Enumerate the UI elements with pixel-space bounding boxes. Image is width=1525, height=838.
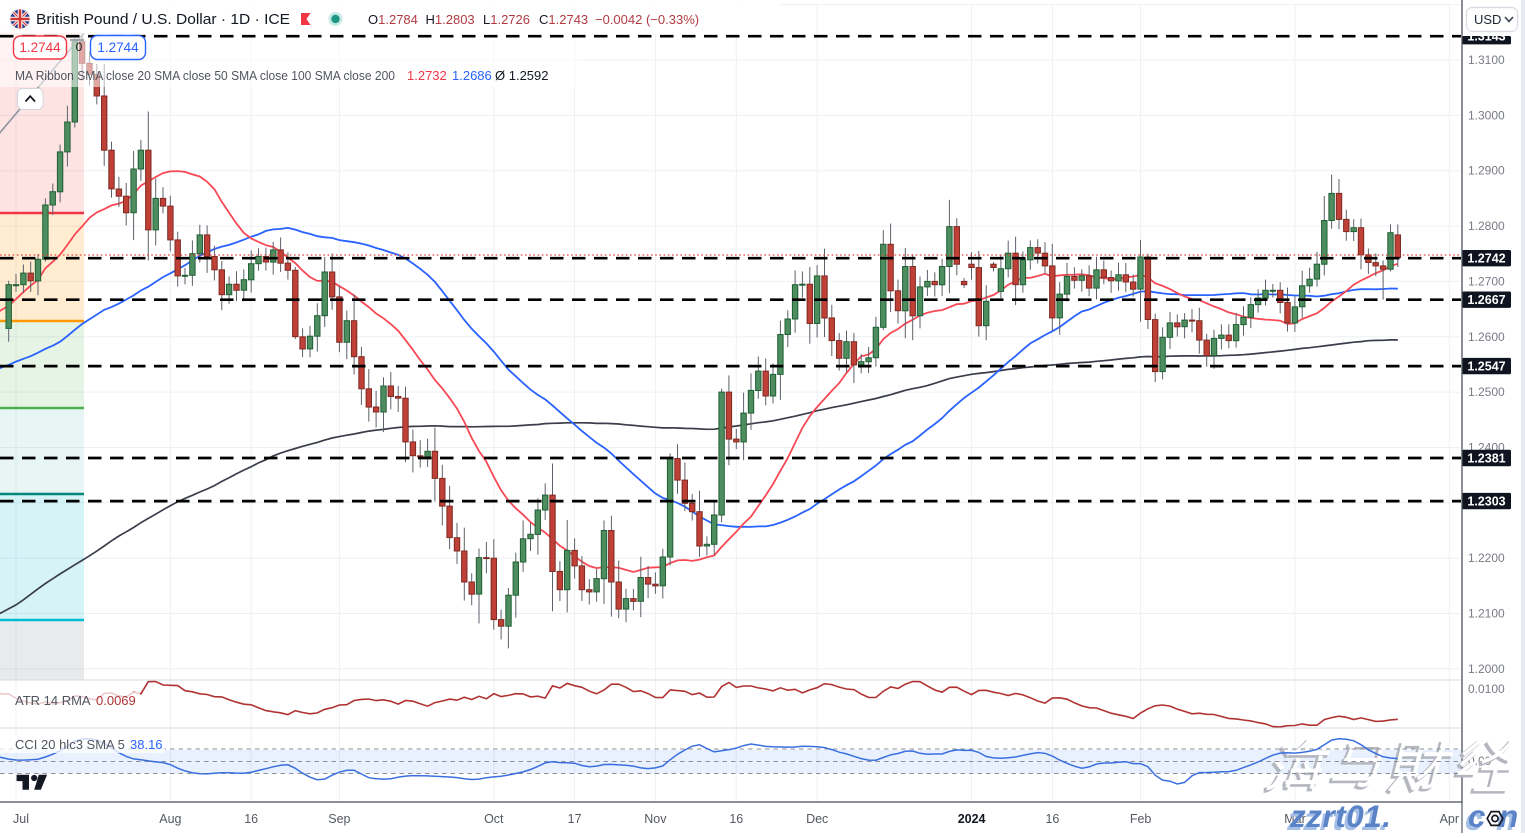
svg-text:Feb: Feb [1130, 812, 1152, 826]
svg-text:1.2800: 1.2800 [1468, 219, 1505, 233]
svg-text:USD: USD [1474, 12, 1501, 27]
svg-text:1.2700: 1.2700 [1468, 274, 1505, 288]
svg-text:ATR 14 RMA: ATR 14 RMA [15, 693, 91, 708]
svg-text:1.2600: 1.2600 [1468, 330, 1505, 344]
svg-text:0: 0 [76, 40, 83, 54]
svg-text:38.16: 38.16 [130, 737, 163, 752]
svg-text:1.3100: 1.3100 [1468, 53, 1505, 67]
svg-text:Oct: Oct [484, 812, 504, 826]
svg-text:zzrt01.: zzrt01. [1286, 801, 1389, 833]
svg-text:1.2900: 1.2900 [1468, 164, 1505, 178]
svg-text:n: n [1496, 801, 1516, 833]
svg-text:1.2742: 1.2742 [1467, 252, 1505, 266]
svg-text:1.2200: 1.2200 [1468, 551, 1505, 565]
svg-text:16: 16 [729, 812, 743, 826]
svg-text:1.2744: 1.2744 [19, 40, 61, 55]
svg-text:c: c [1468, 798, 1486, 833]
svg-text:n: n [1499, 798, 1519, 833]
svg-text:CCI 20 hlc3 SMA 5: CCI 20 hlc3 SMA 5 [15, 737, 125, 752]
svg-text:17: 17 [568, 812, 582, 826]
svg-text:Nov: Nov [644, 812, 667, 826]
svg-text:2024: 2024 [958, 812, 986, 826]
svg-text:0.00: 0.00 [1468, 754, 1492, 768]
svg-text:Mar: Mar [1284, 812, 1306, 826]
svg-text:1.2732: 1.2732 [407, 68, 447, 83]
svg-text:1.2303: 1.2303 [1467, 494, 1505, 508]
svg-text:16: 16 [1045, 812, 1059, 826]
svg-text:1.2100: 1.2100 [1468, 607, 1505, 621]
svg-text:Ø 1.2592: Ø 1.2592 [495, 68, 549, 83]
svg-text:0.0100: 0.0100 [1468, 682, 1505, 696]
svg-text:1.2500: 1.2500 [1468, 385, 1505, 399]
svg-text:0.0069: 0.0069 [96, 693, 136, 708]
svg-text:1.2667: 1.2667 [1467, 293, 1505, 307]
svg-text:British Pound / U.S. Dollar ·: British Pound / U.S. Dollar · 1D · ICE [36, 12, 290, 28]
svg-text:MA Ribbon SMA close 20 SMA clo: MA Ribbon SMA close 20 SMA close 50 SMA … [15, 68, 395, 83]
svg-text:1.2381: 1.2381 [1467, 451, 1505, 465]
svg-text:zzrt01.: zzrt01. [1289, 798, 1392, 833]
svg-text:1.2744: 1.2744 [97, 40, 139, 55]
svg-text:c: c [1465, 801, 1483, 833]
svg-text:Dec: Dec [806, 812, 828, 826]
svg-text:Jul: Jul [13, 812, 29, 826]
svg-text:16: 16 [244, 812, 258, 826]
svg-text:Apr: Apr [1440, 812, 1459, 826]
svg-text:1.2686: 1.2686 [452, 68, 492, 83]
svg-text:1.3143: 1.3143 [1467, 30, 1505, 44]
svg-text:1.3000: 1.3000 [1468, 108, 1505, 122]
svg-text:Aug: Aug [159, 812, 181, 826]
svg-text:1.2547: 1.2547 [1467, 359, 1505, 373]
svg-text:Sep: Sep [328, 812, 350, 826]
svg-text:1.2000: 1.2000 [1468, 662, 1505, 676]
